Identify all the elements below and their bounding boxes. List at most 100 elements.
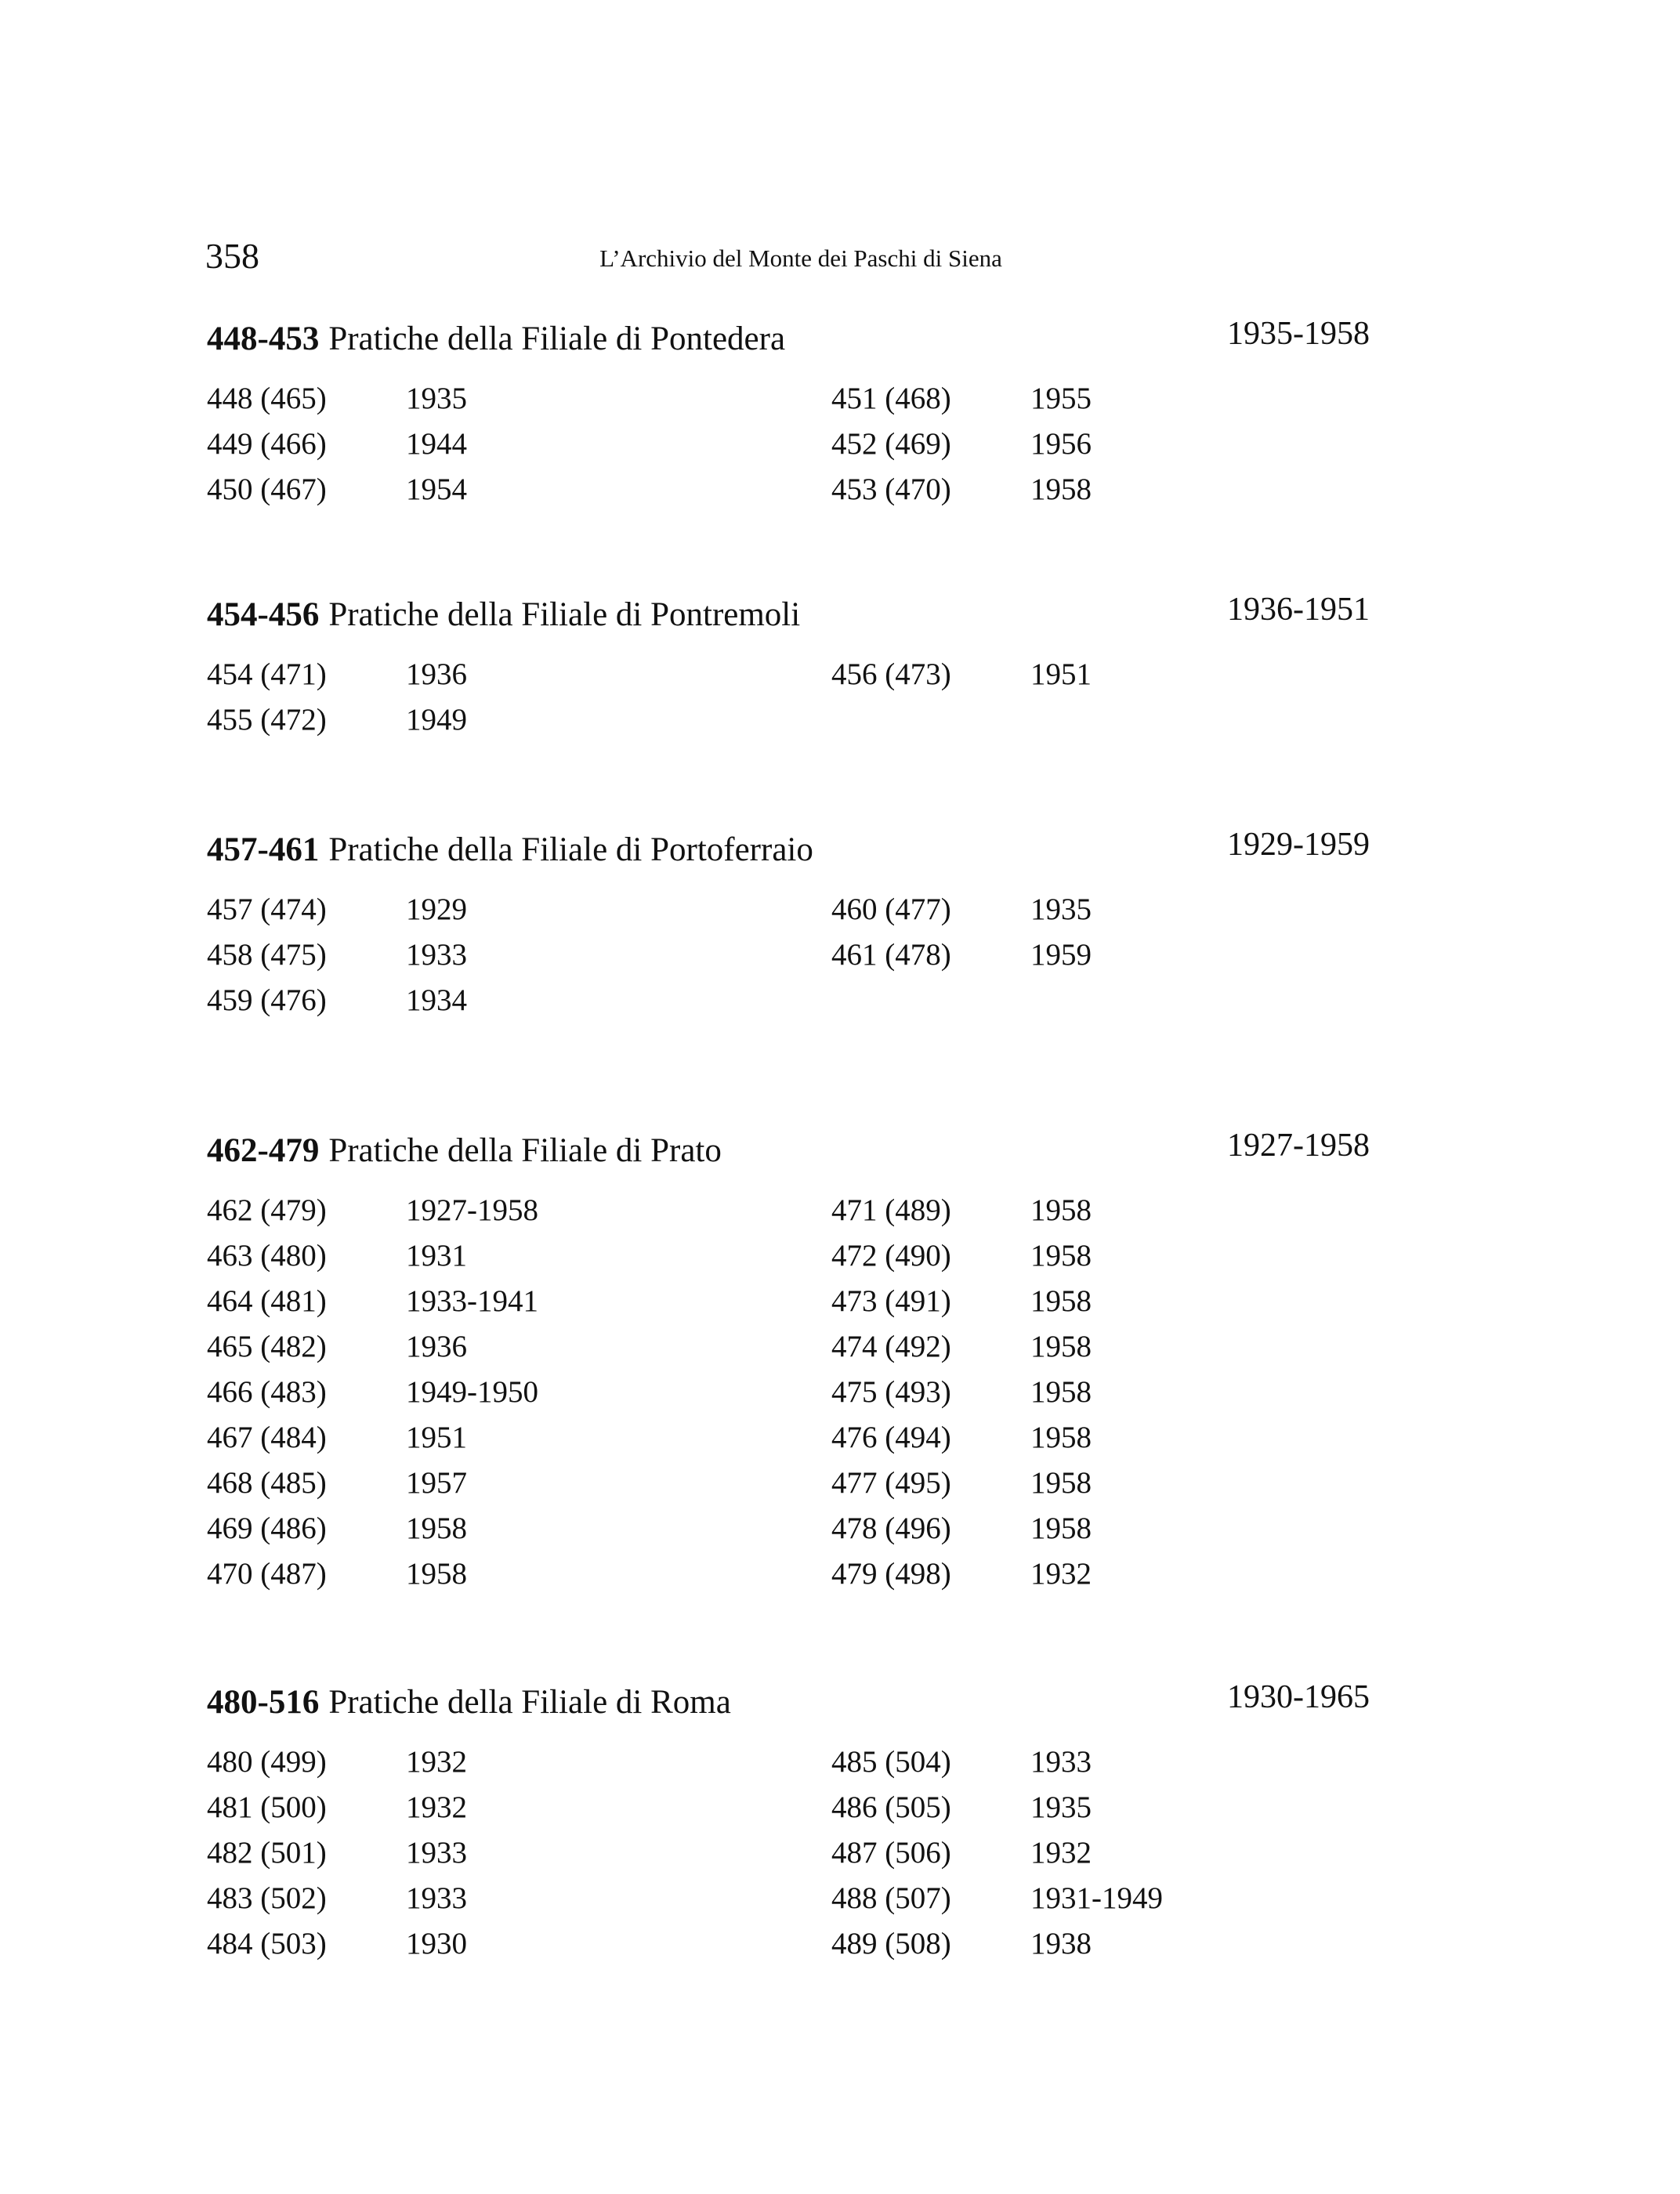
entry-date: 1951 xyxy=(406,1421,467,1454)
entry-number: 469 (486) xyxy=(207,1512,327,1545)
entry-date: 1944 xyxy=(406,427,467,461)
entry-date: 1930 xyxy=(406,1927,467,1960)
list-item: 463 (480) 1931 xyxy=(207,1238,467,1283)
list-item: 452 (469) 1956 xyxy=(831,426,1092,472)
entry-date: 1927-1958 xyxy=(406,1193,538,1227)
entry-date: 1936 xyxy=(406,657,467,691)
inventory-section: 480-516 Pratiche della Filiale di Roma 193… xyxy=(207,1679,1370,1960)
entry-date: 1957 xyxy=(406,1466,467,1500)
entry-number: 460 (477) xyxy=(831,892,951,926)
list-item: 486 (505) 1935 xyxy=(831,1790,1092,1835)
entry-number: 481 (500) xyxy=(207,1790,327,1824)
entry-date: 1933 xyxy=(1030,1745,1092,1779)
entry-date: 1932 xyxy=(406,1790,467,1824)
entry-number: 457 (474) xyxy=(207,892,327,926)
list-item: 477 (495) 1958 xyxy=(831,1465,1092,1511)
list-item: 481 (500) 1932 xyxy=(207,1790,467,1835)
entry-date: 1933 xyxy=(406,938,467,972)
entry-date: 1935 xyxy=(406,382,467,415)
list-item: 473 (491) 1958 xyxy=(831,1283,1092,1329)
entry-number: 448 (465) xyxy=(207,382,327,415)
entry-date: 1959 xyxy=(1030,938,1092,972)
list-item: 466 (483) 1949-1950 xyxy=(207,1374,538,1420)
running-header: L’Archivio del Monte dei Paschi di Siena xyxy=(0,244,1680,273)
entry-date: 1931-1949 xyxy=(1030,1881,1163,1915)
entry-number: 487 (506) xyxy=(831,1836,951,1870)
entry-date: 1929 xyxy=(406,892,467,926)
entry-number: 461 (478) xyxy=(831,938,951,972)
entry-date: 1934 xyxy=(406,983,467,1017)
entry-number: 474 (492) xyxy=(831,1330,951,1363)
entry-number: 476 (494) xyxy=(831,1421,951,1454)
entry-date: 1932 xyxy=(1030,1836,1092,1870)
entry-date: 1958 xyxy=(1030,1193,1092,1227)
entry-date: 1931 xyxy=(406,1239,467,1273)
section-heading: 480-516 Pratiche della Filiale di Roma 193… xyxy=(207,1679,1370,1730)
section-title: Pratiche della Filiale di Roma xyxy=(328,1684,731,1721)
list-item: 485 (504) 1933 xyxy=(831,1744,1092,1790)
entry-number: 465 (482) xyxy=(207,1330,327,1363)
list-item: 451 (468) 1955 xyxy=(831,381,1092,426)
entry-date: 1958 xyxy=(1030,1512,1092,1545)
entry-number: 466 (483) xyxy=(207,1375,327,1409)
list-item: 454 (471) 1936 xyxy=(207,657,467,702)
entry-date: 1958 xyxy=(1030,1375,1092,1409)
list-item: 456 (473) 1951 xyxy=(831,657,1092,702)
entry-number: 459 (476) xyxy=(207,983,327,1017)
list-item: 484 (503) 1930 xyxy=(207,1926,467,1971)
entry-number: 489 (508) xyxy=(831,1927,951,1960)
entry-number: 464 (481) xyxy=(207,1284,327,1318)
entry-number: 484 (503) xyxy=(207,1927,327,1960)
section-heading: 454-456 Pratiche della Filiale di Pontrem… xyxy=(207,592,1370,643)
entry-number: 470 (487) xyxy=(207,1557,327,1591)
list-item: 464 (481) 1933-1941 xyxy=(207,1283,538,1329)
entry-date: 1955 xyxy=(1030,382,1092,415)
inventory-section: 457-461 Pratiche della Filiale di Portofe… xyxy=(207,827,1370,1017)
entry-number: 471 (489) xyxy=(831,1193,951,1227)
list-item: 468 (485) 1957 xyxy=(207,1465,467,1511)
section-date-range: 1935-1958 xyxy=(1227,316,1370,352)
section-heading: 448-453 Pratiche della Filiale di Pontede… xyxy=(207,316,1370,367)
entry-number: 449 (466) xyxy=(207,427,327,461)
entry-date: 1949-1950 xyxy=(406,1375,538,1409)
entry-date: 1933-1941 xyxy=(406,1284,538,1318)
list-item: 472 (490) 1958 xyxy=(831,1238,1092,1283)
entry-date: 1938 xyxy=(1030,1927,1092,1960)
entry-number: 486 (505) xyxy=(831,1790,951,1824)
entry-date: 1956 xyxy=(1030,427,1092,461)
entry-number: 475 (493) xyxy=(831,1375,951,1409)
entry-number: 472 (490) xyxy=(831,1239,951,1273)
list-item: 457 (474) 1929 xyxy=(207,892,467,937)
entry-number: 463 (480) xyxy=(207,1239,327,1273)
section-date-range: 1936-1951 xyxy=(1227,592,1370,628)
list-item: 479 (498) 1932 xyxy=(831,1556,1092,1602)
entry-date: 1932 xyxy=(406,1745,467,1779)
entry-date: 1935 xyxy=(1030,1790,1092,1824)
entry-date: 1958 xyxy=(1030,1284,1092,1318)
list-item: 460 (477) 1935 xyxy=(831,892,1092,937)
entry-date: 1951 xyxy=(1030,657,1092,691)
section-code: 462-479 xyxy=(207,1132,320,1169)
entry-number: 479 (498) xyxy=(831,1557,951,1591)
entry-date: 1949 xyxy=(406,703,467,737)
list-item: 478 (496) 1958 xyxy=(831,1511,1092,1556)
section-date-range: 1929-1959 xyxy=(1227,827,1370,863)
list-item: 471 (489) 1958 xyxy=(831,1193,1092,1238)
section-code: 480-516 xyxy=(207,1684,320,1721)
inventory-section: 454-456 Pratiche della Filiale di Pontrem… xyxy=(207,592,1370,737)
list-item: 480 (499) 1932 xyxy=(207,1744,467,1790)
list-item: 455 (472) 1949 xyxy=(207,702,467,748)
entry-number: 462 (479) xyxy=(207,1193,327,1227)
list-item: 449 (466) 1944 xyxy=(207,426,467,472)
list-item: 459 (476) 1934 xyxy=(207,983,467,1028)
entry-date: 1958 xyxy=(406,1512,467,1545)
entry-date: 1935 xyxy=(1030,892,1092,926)
inventory-section: 462-479 Pratiche della Filiale di Prato 19… xyxy=(207,1128,1370,1591)
entry-number: 483 (502) xyxy=(207,1881,327,1915)
entry-date: 1933 xyxy=(406,1836,467,1870)
list-item: 475 (493) 1958 xyxy=(831,1374,1092,1420)
entry-date: 1958 xyxy=(1030,1239,1092,1273)
entry-number: 478 (496) xyxy=(831,1512,951,1545)
entry-date: 1958 xyxy=(1030,1421,1092,1454)
list-item: 453 (470) 1958 xyxy=(831,472,1092,517)
